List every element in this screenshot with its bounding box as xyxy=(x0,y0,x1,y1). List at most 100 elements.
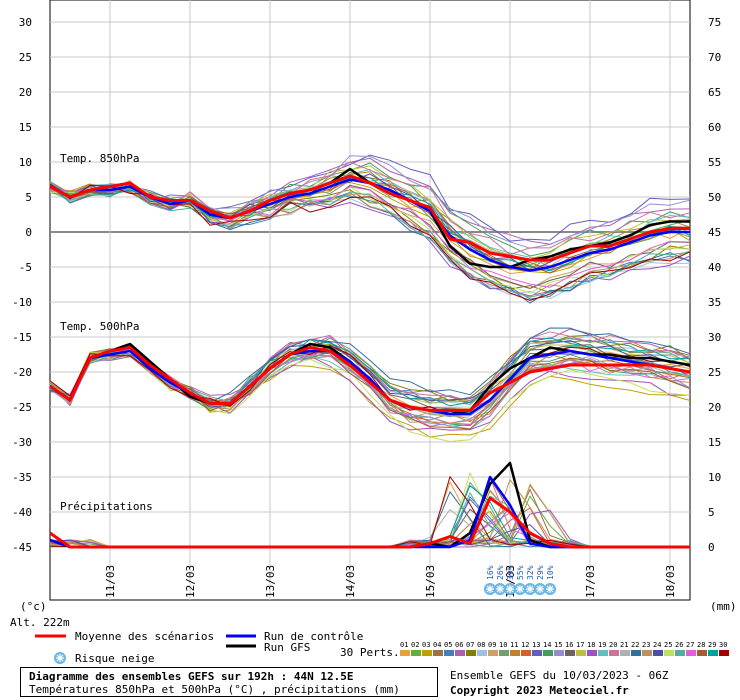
snow-risk-label: 10% xyxy=(546,565,555,580)
right-tick-label: 5 xyxy=(708,506,715,519)
footer-right: Ensemble GEFS du 10/03/2023 - 06Z Copyri… xyxy=(450,668,669,698)
member-850-line xyxy=(49,185,691,294)
snowflake-icon xyxy=(504,583,516,595)
left-tick-label: 30 xyxy=(19,16,32,29)
right-tick-label: 35 xyxy=(708,296,721,309)
pert-number: 20 xyxy=(609,641,617,649)
member-850-line xyxy=(49,186,691,288)
pert-number: 10 xyxy=(499,641,507,649)
member-850-line xyxy=(49,161,691,255)
pert-number: 30 xyxy=(719,641,727,649)
member-850-line xyxy=(49,182,691,298)
pert-swatch xyxy=(686,650,696,656)
legend-control-label: Run de contrôle xyxy=(264,630,363,643)
footer-title: Diagramme des ensembles GEFS sur 192h : … xyxy=(29,670,354,683)
legend-snow-label: Risque neige xyxy=(75,652,154,665)
footer-ensemble: Ensemble GEFS du 10/03/2023 - 06Z xyxy=(450,669,669,682)
series-500-line xyxy=(49,349,691,416)
pert-number: 24 xyxy=(653,641,661,649)
pert-swatch xyxy=(543,650,553,656)
pert-swatch xyxy=(400,650,410,656)
pert-swatch xyxy=(697,650,707,656)
pert-swatch xyxy=(521,650,531,656)
snow-risk-label: 16% xyxy=(486,565,495,580)
pert-swatch xyxy=(433,650,443,656)
panel-label-500: Temp. 500hPa xyxy=(60,320,139,333)
member-500-line xyxy=(49,350,691,442)
footer-copyright: Copyright 2023 Meteociel.fr xyxy=(450,684,629,697)
pert-swatch xyxy=(631,650,641,656)
left-tick-label: 5 xyxy=(25,191,32,204)
right-tick-label: 40 xyxy=(708,261,721,274)
pert-swatch xyxy=(587,650,597,656)
pert-number: 02 xyxy=(411,641,419,649)
panel-label-precip: Précipitations xyxy=(60,500,153,513)
member-precip-line xyxy=(49,481,691,548)
left-tick-label: -40 xyxy=(12,506,32,519)
pert-swatch xyxy=(719,650,729,656)
left-tick-label: -10 xyxy=(12,296,32,309)
pert-swatch xyxy=(675,650,685,656)
pert-number: 28 xyxy=(697,641,705,649)
pert-number: 09 xyxy=(488,641,496,649)
main-series xyxy=(49,167,691,549)
pert-number: 21 xyxy=(620,641,628,649)
snow-risk-label: 39% xyxy=(506,565,515,580)
x-tick-label: 18/03 xyxy=(664,565,677,598)
altitude-label: Alt. 222m xyxy=(10,616,70,629)
left-tick-label: 25 xyxy=(19,51,32,64)
right-tick-label: 50 xyxy=(708,191,721,204)
pert-swatch xyxy=(466,650,476,656)
pert-swatch xyxy=(422,650,432,656)
left-tick-label: -5 xyxy=(19,261,32,274)
series-precip-line xyxy=(49,496,690,549)
member-precip-line xyxy=(49,509,690,548)
legend-gfs-label: Run GFS xyxy=(264,641,310,654)
right-tick-label: 15 xyxy=(708,436,721,449)
pert-swatch xyxy=(444,650,454,656)
snowflake-icon xyxy=(484,583,496,595)
series-500-line xyxy=(49,346,691,412)
footer-title-box: Diagramme des ensembles GEFS sur 192h : … xyxy=(20,667,438,697)
perturbation-legend: 01 02 03 04 05 06 07 08 09 10 11 12 13 14 15 16 17 18 19 20… xyxy=(400,641,729,656)
right-tick-label: 30 xyxy=(708,331,721,344)
snowflake-icon xyxy=(534,583,546,595)
pert-number: 26 xyxy=(675,641,683,649)
pert-number: 19 xyxy=(598,641,606,649)
legend-mean-label: Moyenne des scénarios xyxy=(75,630,214,643)
member-precip-line xyxy=(49,508,691,548)
pert-number: 16 xyxy=(565,641,573,649)
member-850-line xyxy=(49,173,691,275)
snow-risk-label: 26% xyxy=(496,565,505,580)
pert-number: 11 xyxy=(510,641,518,649)
member-precip-line xyxy=(49,489,691,548)
pert-number: 07 xyxy=(466,641,474,649)
member-precip-line xyxy=(49,484,691,548)
member-precip-line xyxy=(49,524,691,548)
member-precip-line xyxy=(49,510,691,548)
pert-number: 17 xyxy=(576,641,584,649)
pert-swatch xyxy=(565,650,575,656)
right-tick-label: 20 xyxy=(708,401,721,414)
x-tick-label: 17/03 xyxy=(584,565,597,598)
right-tick-label: 25 xyxy=(708,366,721,379)
pert-number: 05 xyxy=(444,641,452,649)
snow-risk-label: 55% xyxy=(516,565,525,580)
pert-number: 03 xyxy=(422,641,430,649)
snow-risk-markers: 16% 26% 39% 55% 32% 29% 10% xyxy=(484,565,556,595)
x-tick-label: 11/03 xyxy=(104,565,117,598)
right-tick-label: 70 xyxy=(708,51,721,64)
member-precip-line xyxy=(49,488,691,548)
pert-swatch xyxy=(598,650,608,656)
snowflake-icon xyxy=(524,583,536,595)
left-axis: 30 25 20 15 10 5 0 -5 -10 -15 -20 -25 -30 -35 -40 -45 xyxy=(12,16,32,554)
member-precip-line xyxy=(49,509,691,548)
pert-swatch xyxy=(642,650,652,656)
right-tick-label: 45 xyxy=(708,226,721,239)
left-tick-label: -25 xyxy=(12,401,32,414)
snow-risk-label: 29% xyxy=(536,565,545,580)
member-850-line xyxy=(49,154,691,242)
left-tick-label: 10 xyxy=(19,156,32,169)
